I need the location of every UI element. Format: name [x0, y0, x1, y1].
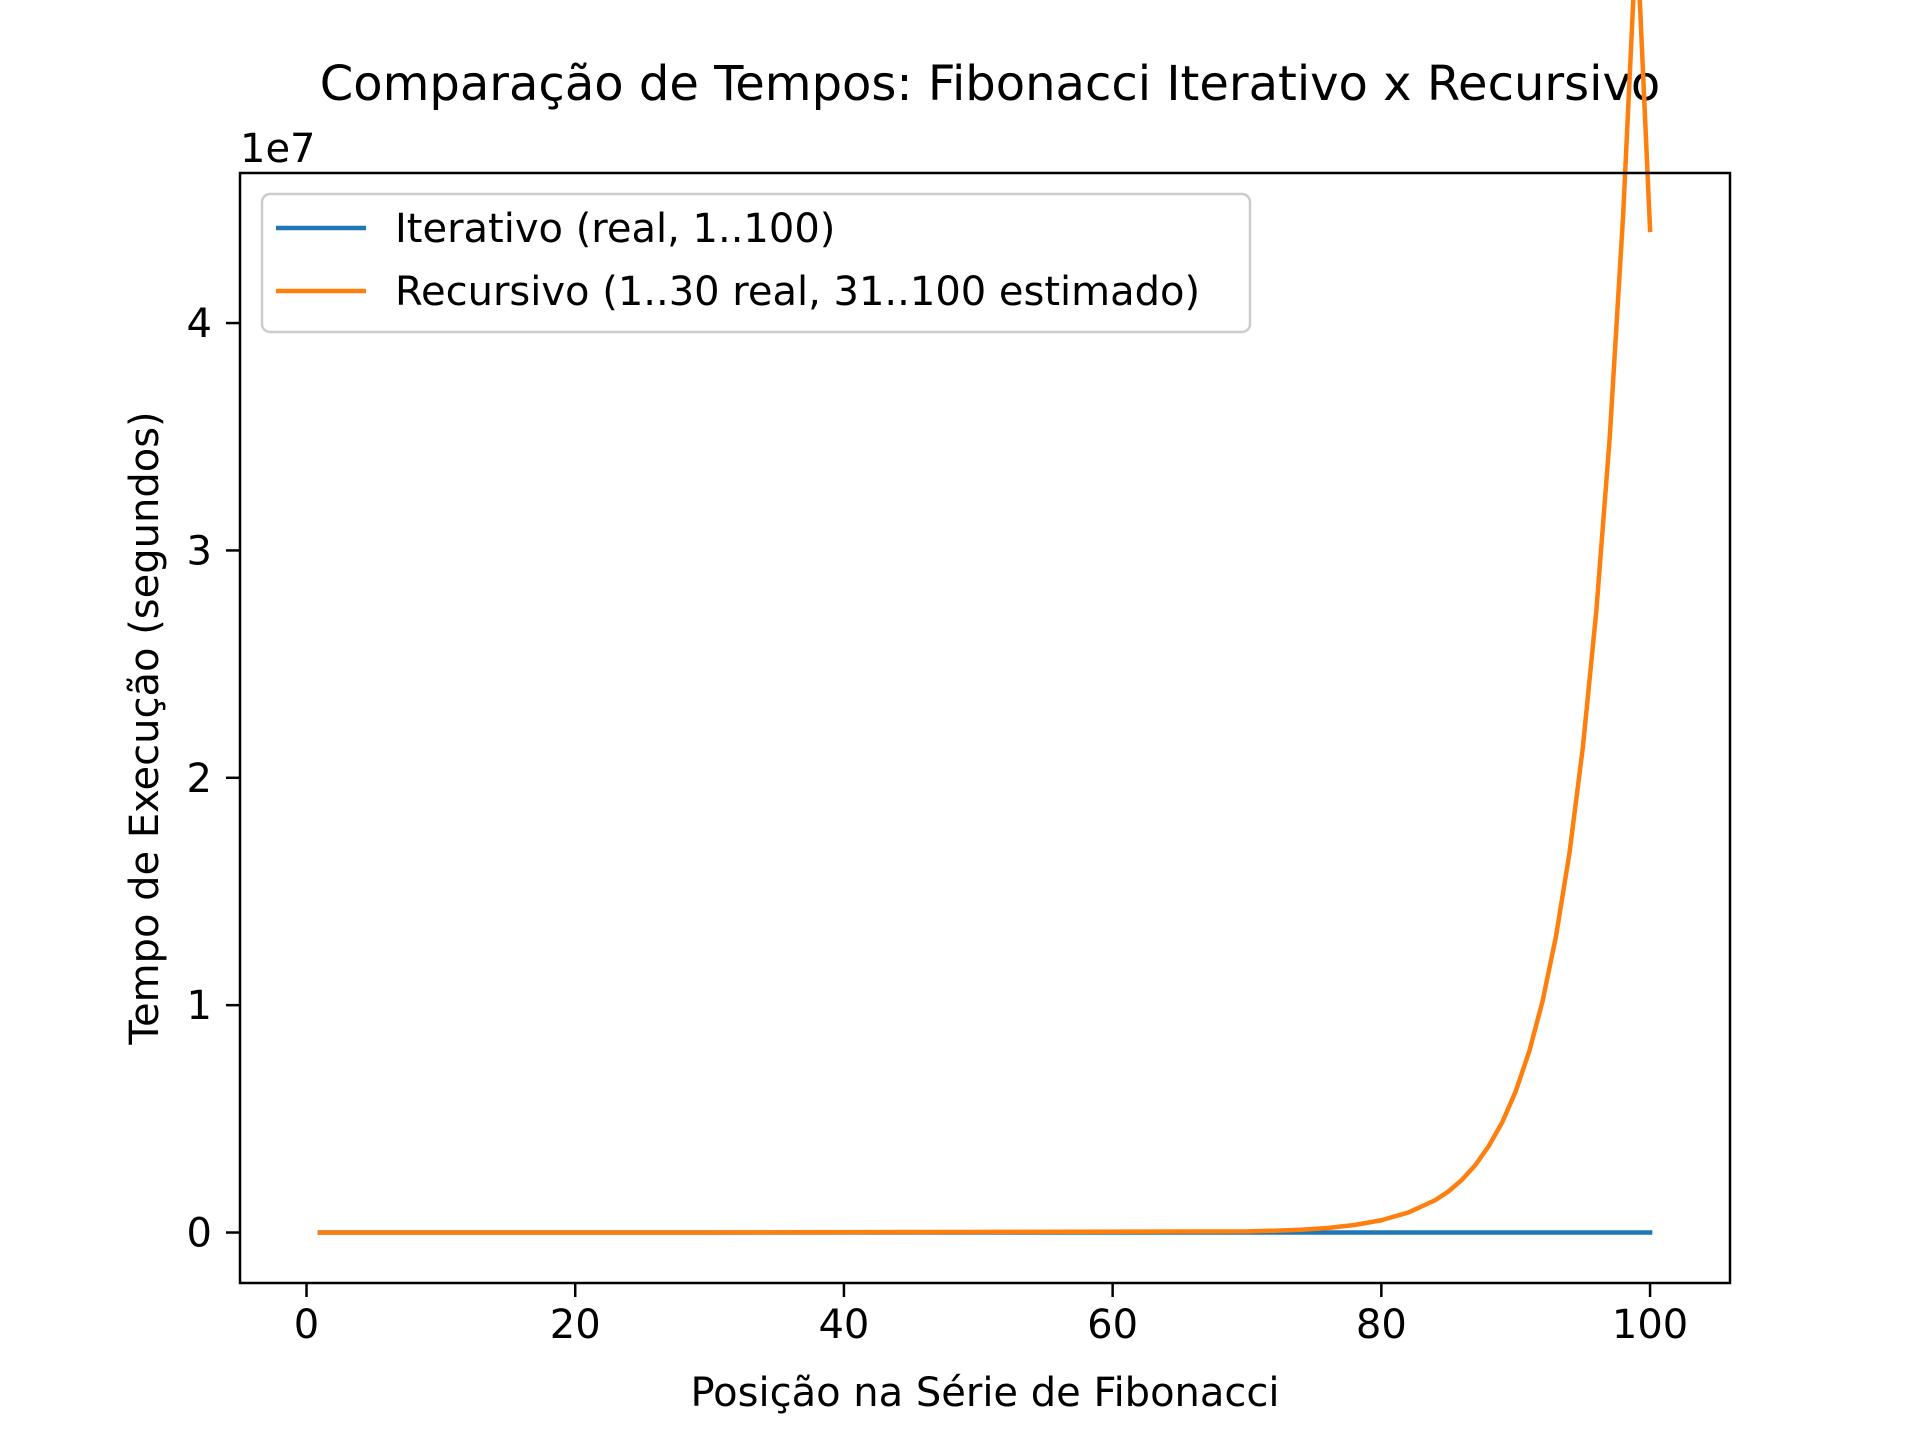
plot-frame	[238, 171, 1732, 1285]
legend-label-recursivo: Recursivo (1..30 real, 31..100 estimado)	[395, 269, 1200, 315]
series-line-1	[317, 0, 1653, 1235]
y-tick-label: 4	[187, 301, 212, 347]
x-tick-label: 80	[1356, 1302, 1407, 1348]
series-layer	[317, 0, 1653, 1235]
y-axis-ticks: 0 1 2 3 4	[187, 301, 240, 1257]
x-tick-label: 20	[550, 1302, 601, 1348]
legend: Iterativo (real, 1..100) Recursivo (1..3…	[260, 192, 1252, 334]
y-tick-label: 3	[187, 528, 212, 574]
x-axis-label: Posição na Série de Fibonacci	[690, 1370, 1279, 1416]
legend-label-iterativo: Iterativo (real, 1..100)	[395, 206, 835, 252]
chart-title: Comparação de Tempos: Fibonacci Iterativ…	[320, 56, 1660, 112]
x-tick-label: 60	[1087, 1302, 1138, 1348]
x-tick-label: 0	[294, 1302, 319, 1348]
y-offset-label: 1e7	[240, 126, 316, 172]
y-tick-label: 2	[187, 756, 212, 802]
y-axis-label: Tempo de Execução (segundos)	[122, 411, 168, 1045]
x-axis-ticks: 0 20 40 60 80 100	[294, 1283, 1688, 1348]
y-tick-label: 1	[187, 983, 212, 1029]
x-tick-label: 100	[1612, 1302, 1688, 1348]
legend-box	[260, 192, 1252, 334]
x-tick-label: 40	[818, 1302, 869, 1348]
y-tick-label: 0	[187, 1211, 212, 1257]
